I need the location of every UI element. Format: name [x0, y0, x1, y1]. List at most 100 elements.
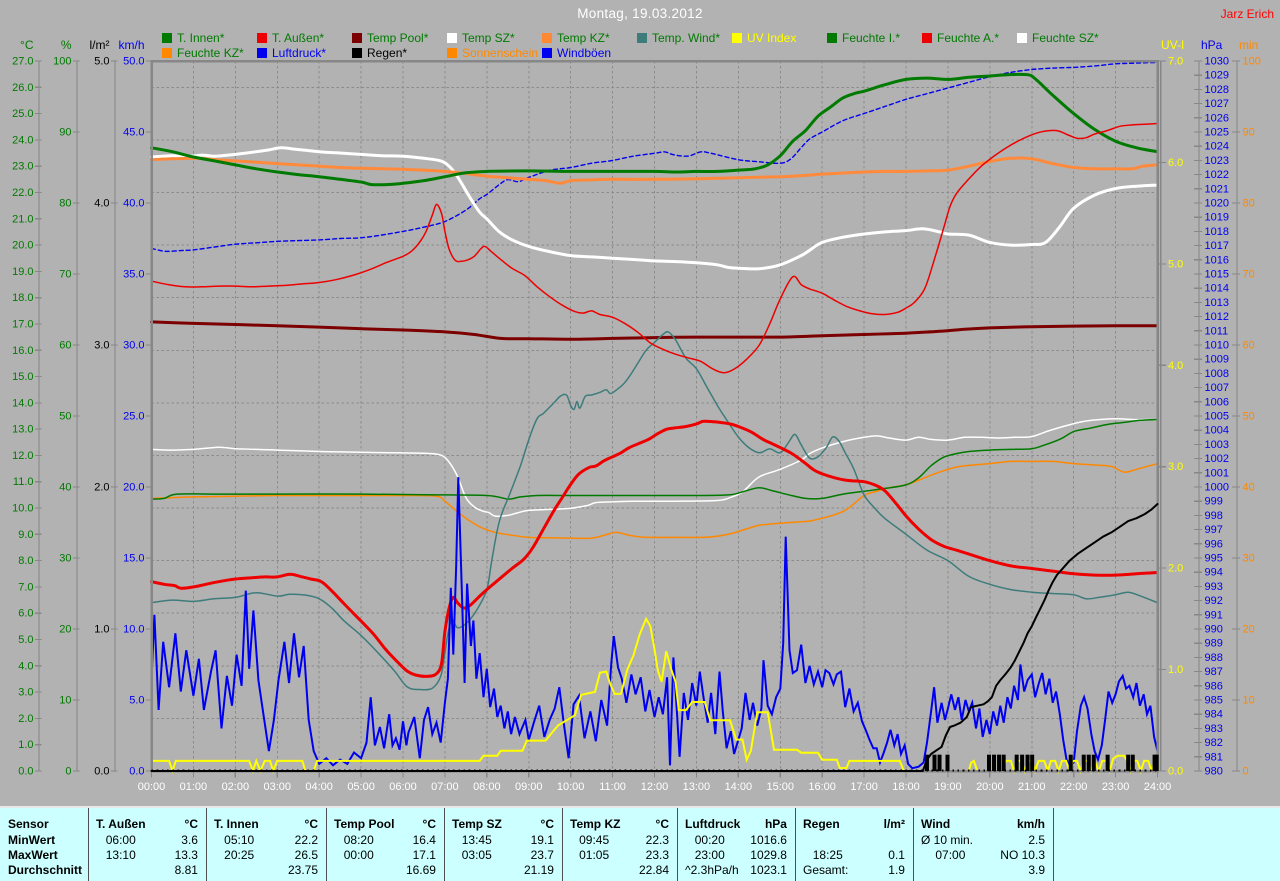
axis-tick-label-kmh: 0.0: [129, 766, 144, 778]
table-cell: ^2.3hPa/h: [685, 863, 739, 877]
table-cell: 16.69: [405, 863, 436, 877]
axis-tick-label-c: 17.0: [12, 318, 33, 330]
x-axis-label: 11:00: [599, 781, 626, 793]
axis-tick-label-lm2: 4.0: [94, 198, 109, 210]
axis-tick-label-c: 2.0: [18, 713, 33, 725]
axis-tick-label-hpa: 982: [1205, 737, 1223, 749]
table-cell: Durchschnitt: [8, 863, 83, 877]
legend-swatch: [542, 33, 552, 43]
table-cell: 23:00: [694, 848, 725, 862]
legend-swatch: [352, 33, 362, 43]
legend-swatch: [637, 33, 647, 43]
table-cell: Wind: [921, 817, 951, 831]
axis-tick-label-hpa: 1012: [1205, 311, 1229, 323]
axis-tick-label-hpa: 1023: [1205, 155, 1229, 167]
table-separator: [562, 808, 563, 881]
axis-tick-label-c: 11.0: [13, 476, 34, 488]
legend-label: Sonnenschein: [462, 45, 539, 60]
axis-header-c: °C: [20, 38, 34, 52]
x-axis-label: 18:00: [892, 781, 920, 793]
axis-tick-label-min: 100: [1243, 56, 1261, 68]
chart-canvas: 0.0 1.0 2.0 3.0 4.0 5.0 6.0 7.0 8.0 9.0 10.0 11.0 12…: [12, 38, 1261, 793]
table-cell: 23.7: [530, 848, 554, 862]
axis-tick-label-c: 23.0: [12, 161, 33, 173]
table-cell: MinWert: [8, 833, 56, 847]
axis-tick-label-hpa: 1013: [1205, 297, 1229, 309]
table-cell: Sensor: [8, 817, 49, 831]
axis-tick-label-lm2: 2.0: [94, 482, 109, 494]
axis-tick-label-pct: 100: [53, 56, 71, 68]
author-label: Jarz Erich: [1220, 7, 1274, 21]
table-cell: 13:10: [105, 848, 136, 862]
axis-tick-label-uv: 7.0: [1168, 56, 1183, 68]
legend-swatch: [447, 33, 457, 43]
x-axis-label: 00:00: [138, 781, 166, 793]
axis-tick-label-kmh: 15.0: [123, 553, 144, 565]
table-cell: 05:10: [224, 833, 255, 847]
table-cell: 21.19: [523, 863, 554, 877]
axis-tick-label-hpa: 1007: [1205, 382, 1229, 394]
axis-tick-label-hpa: 986: [1205, 680, 1223, 692]
table-cell: km/h: [1016, 817, 1045, 831]
table-cell: °C: [655, 817, 669, 831]
axis-tick-label-lm2: 1.0: [94, 624, 109, 636]
table-cell: Regen: [803, 817, 840, 831]
axis-tick-label-min: 20: [1243, 624, 1255, 636]
axis-tick-label-kmh: 35.0: [123, 269, 144, 281]
axis-tick-label-c: 6.0: [18, 608, 33, 620]
axis-tick-label-hpa: 993: [1205, 581, 1223, 593]
axis-tick-label-hpa: 992: [1205, 595, 1223, 607]
axis-tick-label-hpa: 1001: [1205, 467, 1229, 479]
axis-tick-label-hpa: 990: [1205, 624, 1223, 636]
axis-tick-label-hpa: 981: [1205, 751, 1223, 763]
table-cell: 22.3: [645, 833, 669, 847]
axis-tick-label-min: 80: [1243, 198, 1255, 210]
axis-tick-label-hpa: 1005: [1205, 411, 1229, 423]
legend-label: Feuchte KZ*: [177, 45, 244, 60]
legend-label: Windböen: [557, 45, 612, 60]
table-cell: °C: [184, 817, 198, 831]
axis-tick-label-kmh: 45.0: [123, 127, 144, 139]
table-cell: 16.4: [412, 833, 436, 847]
table-cell: 00:00: [343, 848, 374, 862]
table-cell: 3.6: [181, 833, 198, 847]
x-axis-label: 04:00: [305, 781, 333, 793]
axis-header-uv: UV-I: [1161, 38, 1184, 52]
x-axis-label: 08:00: [473, 781, 501, 793]
axis-tick-label-c: 19.0: [12, 266, 33, 278]
table-cell: Ø 10 min.: [921, 833, 974, 847]
x-axis-label: 07:00: [431, 781, 459, 793]
legend-swatch: [922, 33, 932, 43]
axis-tick-label-min: 10: [1243, 695, 1255, 707]
axis-tick-label-hpa: 1015: [1205, 269, 1229, 281]
x-axis-label: 05:00: [347, 781, 375, 793]
axis-tick-label-lm2: 0.0: [94, 766, 109, 778]
series-feuchte_i: [150, 418, 1159, 500]
x-axis-label: 22:00: [1060, 781, 1088, 793]
table-cell: 23.75: [287, 863, 318, 877]
table-separator: [913, 808, 914, 881]
legend-swatch: [1017, 33, 1027, 43]
table-cell: Temp SZ: [452, 817, 502, 831]
legend-label: T. Außen*: [272, 31, 325, 45]
axis-tick-label-min: 0: [1243, 766, 1249, 778]
axis-tick-label-hpa: 983: [1205, 723, 1223, 735]
axis-tick-label-min: 50: [1243, 411, 1255, 423]
table-cell: Luftdruck: [685, 817, 741, 831]
axis-tick-label-c: 12.0: [12, 450, 33, 462]
axis-tick-label-hpa: 998: [1205, 510, 1223, 522]
table-separator: [677, 808, 678, 881]
x-axis-label: 23:00: [1102, 781, 1130, 793]
axis-tick-label-c: 20.0: [12, 240, 33, 252]
table-cell: 8.81: [174, 863, 198, 877]
series-feuchte_kz: [150, 460, 1159, 540]
x-axis-label: 20:00: [976, 781, 1004, 793]
x-axis-label: 21:00: [1018, 781, 1046, 793]
axis-tick-label-hpa: 1027: [1205, 98, 1229, 110]
axis-tick-label-lm2: 3.0: [94, 340, 109, 352]
series-windboeen: [150, 477, 1159, 770]
axis-tick-label-kmh: 10.0: [123, 624, 144, 636]
series-temp_pool: [150, 320, 1159, 341]
table-separator: [444, 808, 445, 881]
axis-tick-label-uv: 3.0: [1168, 461, 1183, 473]
